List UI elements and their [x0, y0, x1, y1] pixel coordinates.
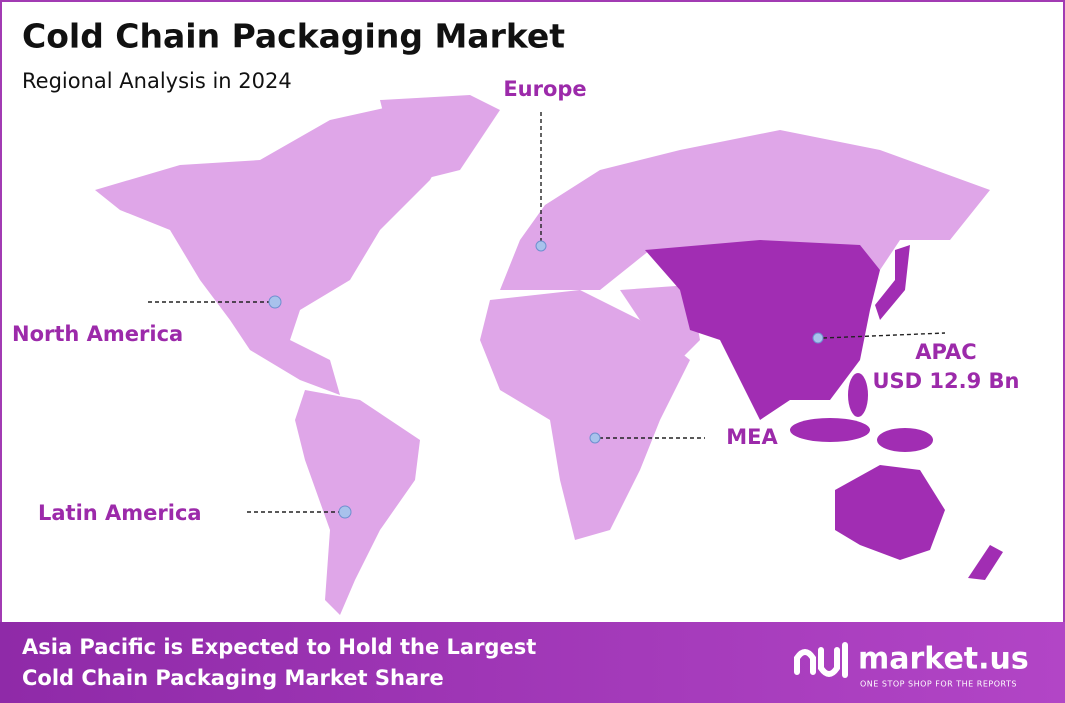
south-america: [295, 390, 420, 615]
marker: [268, 295, 282, 309]
region-label: MEA: [726, 425, 778, 449]
tagline: ONE STOP SHOP FOR THE REPORTS: [860, 680, 1017, 689]
footer: Asia Pacific is Expected to Hold the Lar…: [0, 622, 1065, 703]
world-map: [95, 95, 1003, 615]
footer-line: Asia Pacific is Expected to Hold the Lar…: [22, 635, 536, 659]
new-guinea: [877, 428, 933, 452]
australia: [835, 465, 945, 560]
greenland: [380, 95, 500, 180]
footer-band: [0, 622, 1065, 703]
title: Cold Chain Packaging Market: [22, 17, 565, 56]
region-label: Latin America: [38, 501, 202, 525]
region-label: APAC: [915, 340, 976, 364]
brand: market.us: [858, 642, 1029, 677]
callouts: Europe North America APAC USD 12.9 Bn ME…: [12, 77, 1020, 525]
marker: [535, 240, 547, 252]
philippines: [848, 373, 868, 417]
region-value: USD 12.9 Bn: [873, 369, 1020, 393]
marker: [812, 332, 824, 344]
north-america: [95, 100, 470, 395]
region-label: North America: [12, 322, 183, 346]
africa: [480, 290, 690, 540]
new-zealand: [968, 545, 1003, 580]
europe-russia: [500, 130, 990, 290]
leader-line: [822, 332, 946, 339]
indonesia: [790, 418, 870, 442]
middle-east: [620, 285, 700, 360]
asia-pacific: [645, 240, 880, 420]
subtitle: Regional Analysis in 2024: [22, 69, 292, 93]
marker: [338, 505, 352, 519]
region-label: Europe: [503, 77, 586, 101]
footer-line: Cold Chain Packaging Market Share: [22, 666, 444, 690]
marker: [589, 432, 601, 444]
logo-icon: [794, 642, 848, 678]
japan: [875, 245, 910, 320]
